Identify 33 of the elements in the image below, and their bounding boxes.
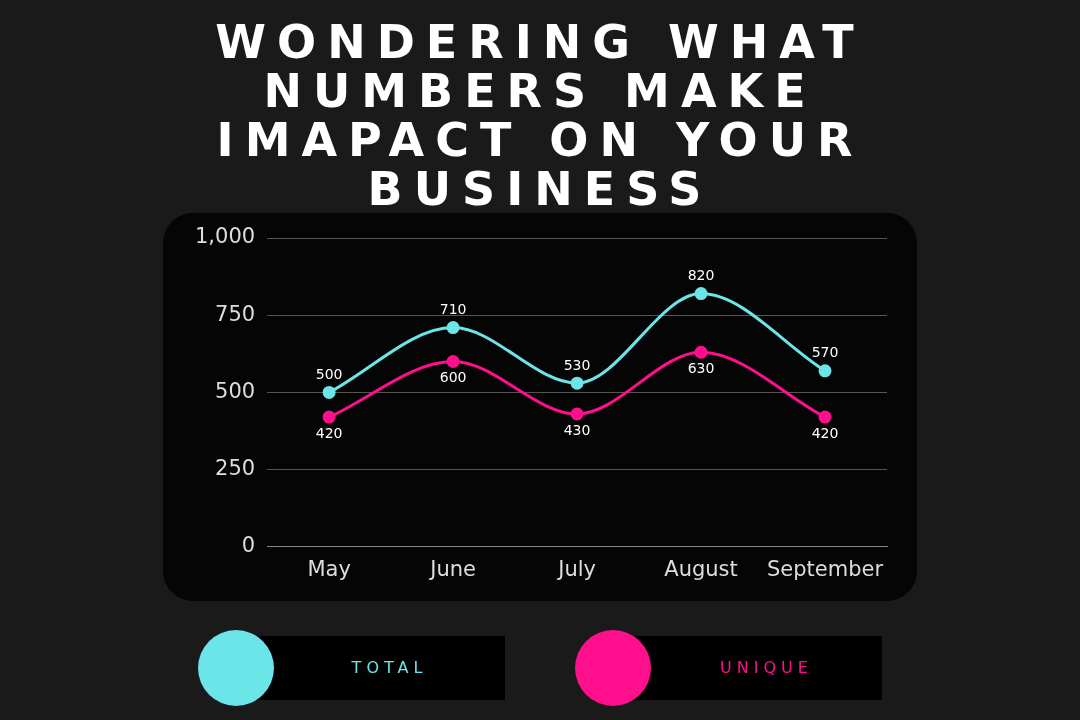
data-label: 500 — [315, 366, 343, 383]
point — [818, 410, 832, 424]
data-label: 600 — [439, 369, 467, 386]
y-tick-label: 500 — [215, 378, 256, 403]
y-tick-label: 0 — [241, 533, 256, 558]
y-tick-label: 1,000 — [194, 224, 256, 249]
point — [570, 407, 584, 421]
chart-title: WONDERING WHAT NUMBERS MAKE IMAPACT ON YOUR BUSINESS — [214, 15, 866, 216]
point — [818, 364, 832, 378]
point — [694, 345, 708, 359]
x-tick-label: July — [556, 556, 596, 581]
data-label: 530 — [563, 356, 591, 373]
point — [694, 287, 708, 301]
y-tick-label: 750 — [215, 301, 256, 326]
point — [446, 321, 460, 335]
x-tick-label: September — [766, 556, 884, 581]
point — [446, 355, 460, 369]
x-tick-label: May — [307, 556, 351, 581]
x-tick-label: August — [664, 556, 738, 581]
x-tick-label: June — [428, 556, 476, 581]
data-label: 820 — [687, 267, 715, 284]
data-label: 420 — [811, 424, 839, 441]
text: UNIQUE — [719, 657, 814, 679]
point — [570, 376, 584, 390]
y-tick-label: 250 — [215, 456, 256, 481]
point — [322, 410, 336, 424]
data-label: 420 — [315, 424, 343, 441]
text: TOTAL — [350, 657, 429, 679]
data-label: 630 — [687, 359, 715, 376]
point — [322, 385, 336, 399]
data-label: 710 — [439, 301, 467, 318]
data-label: 570 — [811, 344, 839, 361]
data-label: 430 — [563, 421, 591, 438]
